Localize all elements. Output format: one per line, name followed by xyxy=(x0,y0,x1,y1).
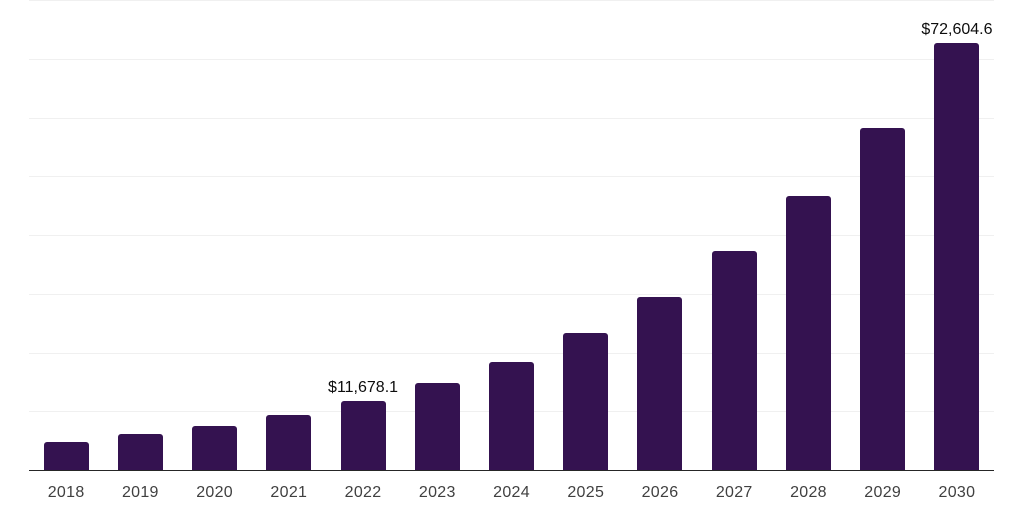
bar-column-2019 xyxy=(103,0,177,470)
bar-2029 xyxy=(860,128,906,470)
bar-column-2018 xyxy=(29,0,103,470)
bar-column-2027 xyxy=(697,0,771,470)
x-tick-label-2021: 2021 xyxy=(270,484,308,501)
gridline-80000 xyxy=(29,0,994,1)
x-tick-label-2026: 2026 xyxy=(641,484,679,501)
x-tick-label-2027: 2027 xyxy=(715,484,753,501)
x-tick-label-2020: 2020 xyxy=(196,484,233,501)
bar-column-2030: $72,604.6 xyxy=(920,0,994,470)
bar-2021 xyxy=(266,415,312,470)
bar-2028 xyxy=(785,195,831,470)
bar-2018 xyxy=(43,441,89,470)
bar-column-2023 xyxy=(400,0,474,470)
bars-row: $11,678.1 $72,604.6 xyxy=(29,0,994,470)
bar-column-2026 xyxy=(623,0,697,470)
plot-area: $11,678.1 $72,604.6 xyxy=(29,0,994,471)
gridline-70000 xyxy=(29,58,994,60)
x-tick-label-2018: 2018 xyxy=(47,484,85,501)
bar-value-label-2030: $72,604.6 xyxy=(921,21,993,39)
bar-column-2024 xyxy=(474,0,548,470)
x-axis-tick-labels: 2018 2019 2020 2021 2022 2023 2024 2025 2026 2027… xyxy=(29,484,994,502)
bar-column-2028 xyxy=(771,0,845,470)
x-tick-label-2029: 2029 xyxy=(864,484,902,501)
x-tick-label-2022: 2022 xyxy=(344,484,382,501)
gridline-40000 xyxy=(29,235,994,236)
bar-2025 xyxy=(563,332,609,470)
gridline-60000 xyxy=(29,117,994,119)
x-tick-label-2024: 2024 xyxy=(493,484,530,501)
bar-column-2021 xyxy=(252,0,326,470)
bar-2024 xyxy=(489,361,535,470)
x-tick-label-2019: 2019 xyxy=(121,484,159,501)
bar-2026 xyxy=(637,296,683,470)
bar-column-2022: $11,678.1 xyxy=(326,0,400,470)
gridline-30000 xyxy=(29,293,994,295)
x-tick-label-2025: 2025 xyxy=(567,484,605,501)
bar-2023 xyxy=(414,383,460,470)
bar-column-2025 xyxy=(549,0,623,470)
gridline-50000 xyxy=(29,176,994,178)
bar-2030 xyxy=(934,43,980,470)
bar-column-2029 xyxy=(846,0,920,470)
gridline-20000 xyxy=(29,352,994,354)
bar-2027 xyxy=(711,250,757,470)
x-tick-label-2028: 2028 xyxy=(790,484,827,501)
x-tick-label-2030: 2030 xyxy=(938,484,976,501)
bar-2019 xyxy=(117,434,163,470)
bar-column-2020 xyxy=(177,0,251,470)
x-tick-label-2023: 2023 xyxy=(418,484,456,501)
bar-2022 xyxy=(340,401,386,470)
bar-value-label-2022: $11,678.1 xyxy=(328,379,399,397)
bar-2020 xyxy=(192,426,238,470)
